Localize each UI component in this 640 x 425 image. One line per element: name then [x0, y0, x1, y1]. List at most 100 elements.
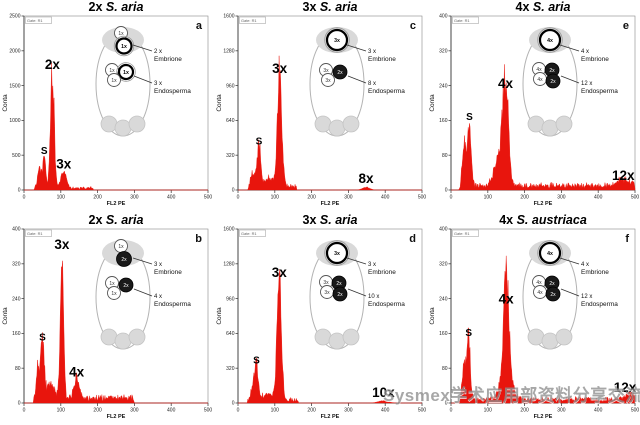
svg-text:2x: 2x — [123, 283, 129, 289]
panel-d: 3x S. aria Gate: R1 d 0 320 640 960 1280 1600 0 10… — [214, 213, 427, 425]
y-tick-label: 160 — [439, 118, 448, 124]
panel-letter: c — [410, 20, 416, 32]
panel-letter: e — [623, 20, 629, 32]
svg-text:1x: 1x — [118, 31, 124, 37]
panel-title: 3x S. aria — [303, 213, 358, 227]
y-tick-label: 0 — [445, 188, 448, 194]
y-tick-label: 320 — [439, 262, 448, 268]
y-tick-label: 1600 — [223, 14, 234, 20]
cell-circle-bold — [117, 63, 135, 81]
embryo-name: Embrione — [581, 269, 609, 276]
panel-letter: a — [196, 20, 203, 32]
svg-text:2x: 2x — [337, 70, 343, 76]
histogram — [238, 55, 422, 191]
cell-circle-bold — [325, 241, 349, 265]
x-axis-label: FL2 PE — [107, 201, 126, 207]
basal-blob — [128, 115, 146, 133]
svg-text:1x: 1x — [111, 291, 117, 297]
embryo-name: Embrione — [154, 56, 182, 63]
x-tick-label: 300 — [344, 408, 353, 414]
x-tick-label: 200 — [520, 195, 529, 201]
cell-circle-dark — [545, 73, 561, 89]
x-tick-label: 100 — [57, 408, 66, 414]
y-tick-label: 1280 — [223, 49, 234, 55]
svg-text:3x: 3x — [323, 280, 329, 286]
peak-label-8x: 8x — [359, 171, 375, 186]
panel-title: 4x S. austriaca — [499, 213, 587, 227]
peak-label-3x: 3x — [54, 237, 70, 252]
y-tick-label: 0 — [18, 401, 21, 407]
x-tick-label: 0 — [23, 195, 26, 201]
y-tick-label: 1600 — [223, 227, 234, 233]
cell-circle-dark — [118, 277, 134, 293]
peak-label-3x: 3x — [272, 61, 288, 76]
basal-blob — [328, 332, 346, 350]
svg-text:1x: 1x — [109, 281, 115, 287]
y-tick-label: 0 — [232, 188, 235, 194]
panel-letter: d — [409, 233, 416, 245]
endosperm-name: Endosperma — [368, 301, 405, 308]
peak-label-3x: 3x — [272, 265, 288, 280]
y-tick-label: 640 — [226, 331, 235, 337]
svg-text:1x: 1x — [123, 70, 129, 76]
peak-label-S: S — [39, 332, 46, 343]
x-axis-label: FL2 PE — [107, 414, 126, 420]
y-tick-label: 400 — [12, 227, 21, 233]
cell-circle-light — [321, 73, 335, 87]
x-axis-label: FL2 PE — [534, 414, 553, 420]
embryo-name: Embrione — [154, 269, 182, 276]
peak-label-S: S — [41, 146, 48, 157]
cell-circle-dark — [116, 251, 132, 267]
y-tick-label: 400 — [439, 14, 448, 20]
gate-box — [25, 16, 52, 24]
x-tick-label: 0 — [237, 195, 240, 201]
svg-text:3x: 3x — [325, 78, 331, 84]
x-tick-label: 300 — [130, 195, 139, 201]
basal-blob — [555, 115, 573, 133]
svg-text:2x: 2x — [549, 281, 555, 287]
y-tick-label: 960 — [226, 296, 235, 302]
y-tick-label: 240 — [439, 83, 448, 89]
y-tick-label: 240 — [439, 296, 448, 302]
panel-svg-d: 3x S. aria Gate: R1 d 0 320 640 960 1280 1600 0 10… — [216, 213, 426, 420]
x-tick-label: 500 — [631, 195, 640, 201]
svg-text:2x: 2x — [336, 281, 342, 287]
y-tick-label: 80 — [442, 153, 448, 159]
histogram — [451, 64, 636, 191]
x-tick-label: 200 — [307, 408, 316, 414]
svg-text:3x: 3x — [323, 68, 329, 74]
svg-text:3x: 3x — [334, 38, 340, 44]
panel-letter: b — [195, 233, 202, 245]
endosperm-name: Endosperma — [581, 301, 618, 308]
basal-blob — [342, 328, 360, 346]
gate-box — [239, 229, 266, 237]
svg-text:2x: 2x — [549, 68, 555, 74]
basal-blob — [128, 328, 146, 346]
x-tick-label: 200 — [307, 195, 316, 201]
svg-text:1x: 1x — [111, 78, 117, 84]
x-tick-label: 0 — [23, 408, 26, 414]
x-tick-label: 0 — [237, 408, 240, 414]
y-axis-label: Conta — [216, 307, 223, 325]
endosperm-name: Endosperma — [581, 88, 618, 95]
gate-box — [25, 229, 52, 237]
y-axis-label: Conta — [2, 94, 9, 112]
panel-title: 4x S. aria — [516, 0, 571, 14]
cell-circle-dark — [332, 64, 348, 80]
embryo-name: Embrione — [368, 269, 396, 276]
gate-label: Gate: R1 — [27, 231, 43, 236]
endosperm-value: 4 x — [154, 294, 162, 300]
x-tick-label: 100 — [484, 195, 493, 201]
cell-circle-bold — [115, 37, 133, 55]
endosperm-name: Endosperma — [368, 88, 405, 95]
x-tick-label: 500 — [204, 195, 213, 201]
x-axis-label: FL2 PE — [534, 201, 553, 207]
x-tick-label: 500 — [418, 195, 427, 201]
basal-blob — [541, 332, 559, 350]
x-tick-label: 100 — [271, 195, 280, 201]
gate-label: Gate: R1 — [241, 18, 257, 23]
